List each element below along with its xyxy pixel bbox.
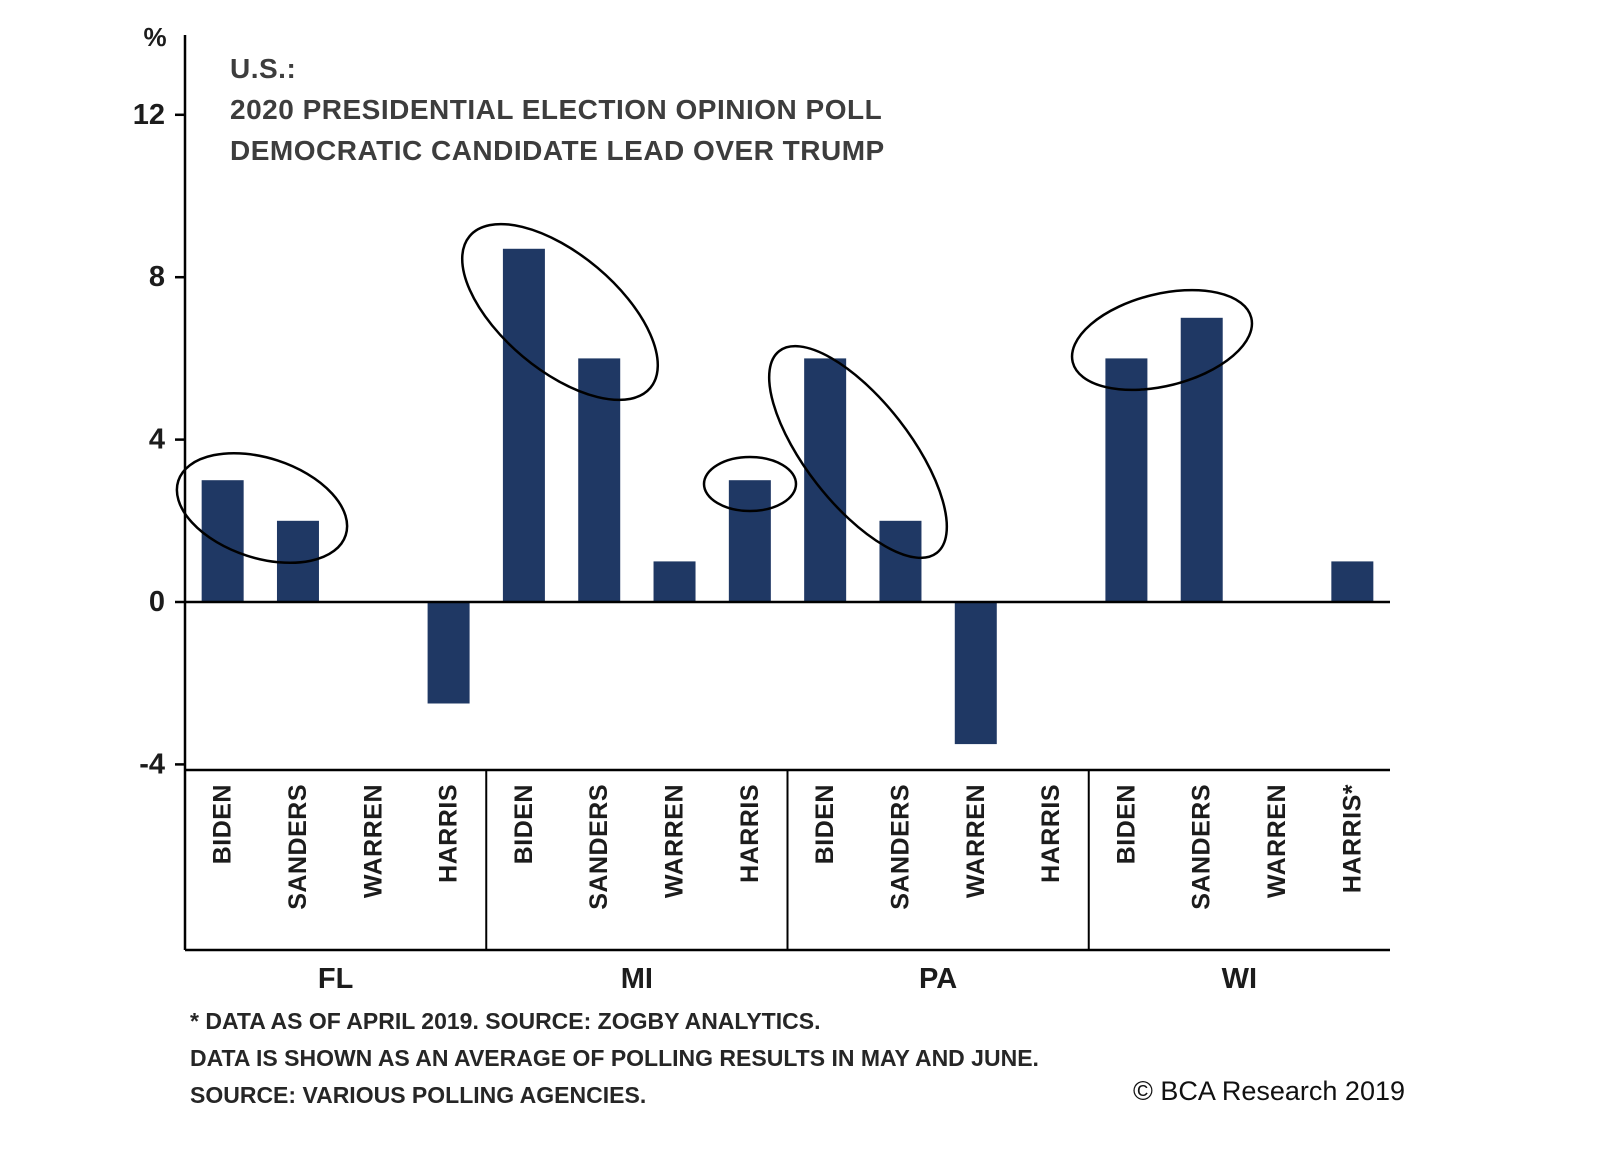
candidate-label-PA-SANDERS: SANDERS [886,784,914,910]
footnote-line-2: DATA IS SHOWN AS AN AVERAGE OF POLLING R… [190,1045,1039,1071]
candidate-label-PA-HARRIS: HARRIS [1037,784,1065,883]
annotation-ellipse-3 [702,455,798,513]
y-tick-label: -4 [139,748,165,780]
candidate-label-WI-WARREN: WARREN [1263,784,1291,898]
state-label-WI: WI [1222,963,1257,995]
candidate-label-WI-BIDEN: BIDEN [1112,784,1140,864]
candidate-label-MI-HARRIS: HARRIS [736,784,764,883]
footnote-line-1: * DATA AS OF APRIL 2019. SOURCE: ZOGBY A… [190,1008,821,1034]
state-label-FL: FL [318,963,353,995]
bar-PA-BIDEN [804,358,847,602]
bar-MI-BIDEN [502,248,545,602]
candidate-label-MI-WARREN: WARREN [661,784,689,898]
candidate-label-MI-SANDERS: SANDERS [585,784,613,910]
chart-title-line-3: DEMOCRATIC CANDIDATE LEAD OVER TRUMP [230,135,885,166]
y-tick-label: 4 [149,424,165,456]
chart-title-line-1: U.S.: [230,53,297,84]
candidate-label-FL-WARREN: WARREN [359,784,387,898]
y-tick-label: 8 [149,261,165,293]
state-label-MI: MI [621,963,653,995]
candidate-label-FL-SANDERS: SANDERS [284,784,312,910]
state-label-PA: PA [919,963,957,995]
candidate-label-WI-SANDERS: SANDERS [1188,784,1216,910]
candidate-label-MI-BIDEN: BIDEN [510,784,538,864]
candidate-label-PA-BIDEN: BIDEN [811,784,839,864]
candidate-label-PA-WARREN: WARREN [962,784,990,898]
y-tick-label: 0 [149,586,165,618]
bar-MI-SANDERS [578,358,621,602]
annotation-ellipse-2 [460,222,660,402]
footnotes: * DATA AS OF APRIL 2019. SOURCE: ZOGBY A… [190,1003,1039,1114]
footnote-line-3: SOURCE: VARIOUS POLLING AGENCIES. [190,1082,647,1108]
bar-FL-HARRIS [427,602,470,704]
y-tick-label: 12 [133,99,165,131]
bar-MI-HARRIS [728,480,771,602]
candidate-label-FL-BIDEN: BIDEN [209,784,237,864]
copyright-notice: © BCA Research 2019 [1132,1076,1405,1106]
chart-title: U.S.: 2020 PRESIDENTIAL ELECTION OPINION… [230,48,885,171]
bar-WI-BIDEN [1105,358,1148,602]
candidate-label-FL-HARRIS: HARRIS [435,784,463,883]
annotation-ellipse-4 [767,344,949,560]
bar-PA-SANDERS [879,520,922,602]
bar-WI-SANDERS [1180,317,1223,602]
chart-title-line-2: 2020 PRESIDENTIAL ELECTION OPINION POLL [230,94,883,125]
bar-FL-BIDEN [201,480,244,602]
bar-WI-HARRIS [1331,561,1374,602]
candidate-label-WI-HARRIS: HARRIS* [1338,784,1366,893]
bar-PA-WARREN [954,602,997,745]
annotation-ellipse-1 [175,451,349,565]
bar-MI-WARREN [653,561,696,602]
y-axis-unit-label: % [143,22,166,52]
annotation-ellipse-5 [1070,288,1254,392]
